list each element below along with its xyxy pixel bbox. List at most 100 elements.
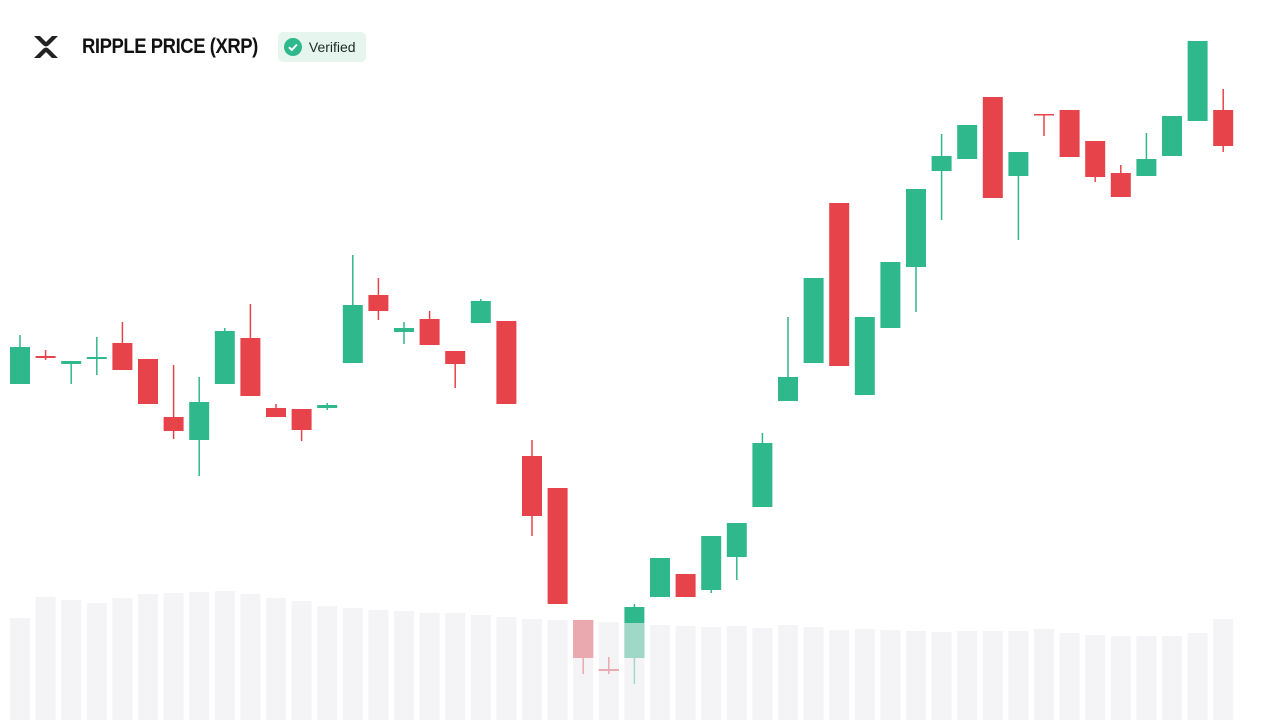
volume-bar — [726, 626, 747, 720]
candle-body — [778, 377, 798, 401]
volume-bar — [368, 610, 389, 720]
volume-bar — [86, 603, 107, 720]
candle-body — [317, 405, 338, 408]
candle-body — [1136, 159, 1157, 176]
volume-bar — [266, 598, 286, 720]
volume-bar — [317, 606, 338, 720]
candle-body — [1059, 110, 1080, 157]
candle-body — [291, 409, 312, 430]
volume-bar — [445, 613, 466, 720]
candle-body — [419, 319, 440, 345]
volume-bar — [163, 593, 184, 720]
volume-bar — [675, 626, 696, 720]
volume-bar — [394, 611, 414, 720]
volume-bar — [291, 601, 312, 720]
candle-body — [752, 443, 773, 507]
volume-bar — [214, 591, 235, 720]
candle-body — [982, 97, 1003, 198]
candle-body — [803, 278, 824, 363]
candle-body — [394, 328, 414, 332]
volume-bar — [752, 628, 773, 720]
candle-body — [266, 408, 286, 417]
badge-text: Verified — [308, 39, 356, 55]
volume-bar — [61, 600, 82, 720]
volume-bar — [35, 597, 56, 720]
volume-bar — [112, 598, 133, 720]
candle-body — [1213, 110, 1234, 146]
candle-body — [701, 536, 722, 590]
volume-bar — [10, 618, 30, 720]
candle-body — [650, 558, 670, 597]
candle-body — [163, 417, 184, 431]
candle-body — [675, 574, 696, 597]
volume-bar — [701, 627, 722, 720]
candle-body — [1085, 141, 1106, 177]
volume-bar — [880, 630, 901, 720]
volume-bar — [1110, 636, 1131, 720]
xrp-logo — [34, 36, 58, 58]
volume-bar — [342, 608, 363, 720]
candle-body — [1034, 114, 1054, 116]
volume-bar — [240, 594, 261, 720]
candle-body — [1162, 116, 1182, 156]
candle-body — [931, 156, 952, 171]
volume-bar — [1059, 633, 1080, 720]
candle-body — [445, 351, 466, 364]
candle-body — [854, 317, 875, 395]
candle-body — [829, 203, 850, 366]
volume-bar — [598, 622, 619, 720]
title: RIPPLE PRICE (XRP) — [82, 35, 258, 58]
header: RIPPLE PRICE (XRP) Verified — [30, 30, 366, 64]
volume-bar — [1187, 633, 1208, 720]
candle-body — [1008, 152, 1029, 176]
volume-bar — [1085, 635, 1106, 720]
volume-bar — [854, 629, 875, 720]
volume-bar — [419, 613, 440, 720]
candle-body — [547, 488, 568, 604]
candle-body — [112, 343, 133, 370]
volume-bar — [496, 617, 517, 720]
volume-bar — [624, 623, 645, 720]
candle-body — [10, 347, 30, 384]
candle-body — [240, 338, 261, 396]
volume-bar — [1136, 636, 1157, 720]
candle-body — [342, 305, 363, 363]
volume-bar — [957, 631, 978, 720]
volume-bar — [906, 631, 926, 720]
volume-bar — [1213, 619, 1234, 720]
volume-bar — [470, 615, 491, 720]
volume-bar — [522, 619, 542, 720]
candle-body — [86, 357, 107, 359]
candle-body — [906, 189, 926, 267]
candle-body — [35, 356, 56, 358]
verified-badge: Verified — [277, 32, 366, 62]
volume-bar — [1008, 631, 1029, 720]
volume-bar — [650, 625, 670, 720]
volume-bar — [778, 625, 798, 720]
candle-body — [470, 301, 491, 323]
candle-body — [61, 361, 82, 364]
candle-body — [726, 523, 747, 557]
candle-body — [138, 359, 158, 404]
volume-bar — [829, 630, 850, 720]
candle-body — [1187, 41, 1208, 121]
volume-bar — [547, 620, 568, 720]
candle-body — [1110, 173, 1131, 197]
volume-bar — [931, 632, 952, 720]
volume-bar — [573, 620, 594, 720]
candle-body — [957, 125, 978, 159]
candle-body — [880, 262, 901, 328]
check-icon — [283, 38, 302, 56]
candle-body — [496, 321, 517, 404]
candle-body — [368, 295, 389, 311]
volume-bar — [803, 627, 824, 720]
candle-body — [189, 402, 210, 440]
volume-bar — [982, 631, 1003, 720]
volume-bar — [138, 594, 158, 720]
candle-body — [522, 456, 542, 516]
volume-bar — [1034, 629, 1054, 720]
volume-bar — [189, 592, 210, 720]
candle-body — [214, 331, 235, 384]
